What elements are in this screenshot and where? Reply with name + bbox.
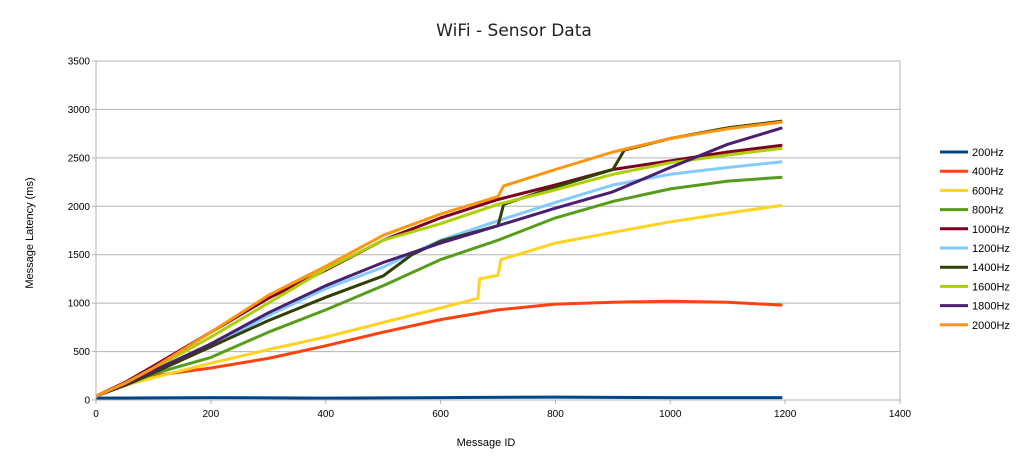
y-axis-label: Message Latency (ms): [24, 177, 36, 288]
legend-label: 1200Hz: [972, 243, 1010, 255]
y-tick-label: 2500: [68, 153, 91, 164]
y-tick-label: 1000: [68, 299, 91, 310]
x-tick-label: 600: [432, 409, 449, 420]
x-axis-label: Message ID: [457, 437, 516, 449]
y-tick-label: 3000: [68, 105, 91, 116]
axes: [95, 61, 901, 401]
legend: 200Hz 400Hz 600Hz 800Hz 1000Hz 1200Hz 1400Hz 16…: [940, 147, 1010, 332]
x-tick-label: 1200: [774, 409, 797, 420]
x-tick-label: 200: [203, 409, 220, 420]
y-tick-label: 500: [73, 347, 90, 358]
legend-label: 600Hz: [972, 185, 1004, 197]
legend-label: 400Hz: [972, 166, 1004, 178]
legend-label: 800Hz: [972, 205, 1004, 217]
series-line-2000hz: [95, 120, 783, 398]
legend-label: 1600Hz: [972, 281, 1010, 293]
gridlines: [92, 60, 901, 404]
series-line-200hz: [95, 395, 783, 400]
x-tick-label: 800: [547, 409, 564, 420]
x-tick-label: 1400: [889, 409, 912, 420]
y-tick-labels: 0 500 1000 1500 2000 2500 3000 3500: [68, 57, 91, 407]
chart-title: WiFi - Sensor Data: [436, 21, 592, 41]
y-tick-label: 3500: [68, 57, 91, 68]
y-tick-label: 1500: [68, 250, 91, 261]
series-line-800hz: [95, 175, 783, 398]
legend-label: 200Hz: [972, 147, 1004, 159]
y-tick-label: 2000: [68, 202, 91, 213]
series-layer: [95, 119, 783, 400]
legend-label: 1400Hz: [972, 262, 1010, 274]
series-line-600hz: [95, 203, 783, 398]
legend-label: 2000Hz: [972, 320, 1010, 332]
x-tick-label: 0: [93, 409, 99, 420]
series-line-1600hz: [95, 146, 783, 398]
x-tick-label: 400: [317, 409, 334, 420]
legend-label: 1800Hz: [972, 301, 1010, 313]
series-line-1800hz: [95, 126, 783, 398]
x-tick-labels: 0 200 400 600 800 1000 1200 1400: [93, 409, 911, 420]
legend-label: 1000Hz: [972, 224, 1010, 236]
y-tick-label: 0: [84, 396, 90, 407]
x-tick-label: 1000: [659, 409, 682, 420]
series-line-1000hz: [95, 143, 783, 398]
